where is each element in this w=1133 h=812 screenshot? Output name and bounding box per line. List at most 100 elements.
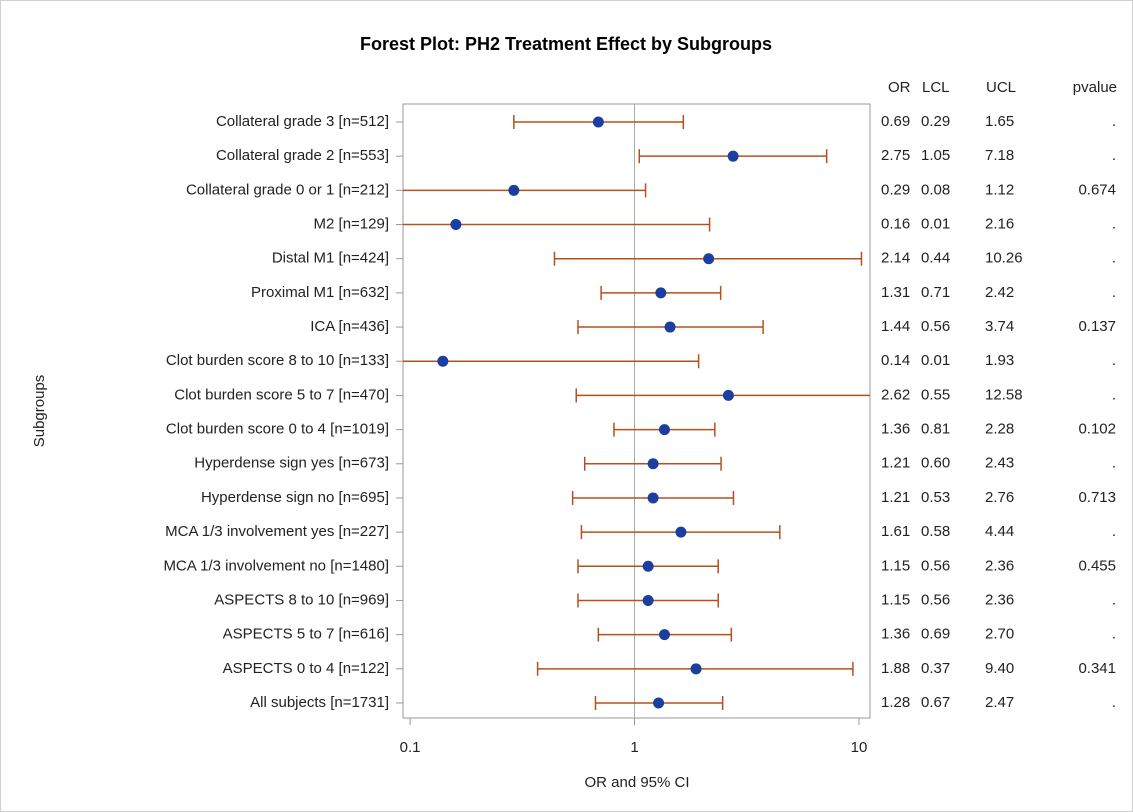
estimate-marker bbox=[437, 355, 449, 367]
y-tick-label: Collateral grade 3 [n=512] bbox=[216, 113, 389, 130]
estimate-marker bbox=[690, 663, 702, 675]
y-axis-label: Subgroups bbox=[31, 375, 48, 448]
table-cell: 1.05 bbox=[921, 147, 950, 164]
pvalue-cell: . bbox=[1112, 386, 1116, 403]
table-cell: 1.28 bbox=[881, 694, 910, 711]
table-cell: 2.70 bbox=[985, 626, 1014, 643]
table-cell: 0.60 bbox=[921, 455, 950, 472]
table-cell: 2.47 bbox=[985, 694, 1014, 711]
pvalue-cell: . bbox=[1112, 626, 1116, 643]
y-tick-label: Clot burden score 0 to 4 [n=1019] bbox=[166, 421, 389, 438]
table-cell: 0.01 bbox=[921, 352, 950, 369]
table-cell: 1.21 bbox=[881, 455, 910, 472]
table-cell: 2.43 bbox=[985, 455, 1014, 472]
y-tick-label: All subjects [n=1731] bbox=[250, 694, 389, 711]
table-cell: 0.14 bbox=[881, 352, 910, 369]
column-header: UCL bbox=[986, 79, 1016, 96]
x-axis-label: OR and 95% CI bbox=[584, 774, 689, 791]
estimate-marker bbox=[727, 150, 739, 162]
x-tick-label: 1 bbox=[630, 739, 638, 756]
estimate-marker bbox=[675, 526, 687, 538]
pvalue-cell: 0.674 bbox=[1078, 181, 1116, 198]
table-cell: 1.21 bbox=[881, 489, 910, 506]
y-tick-label: Clot burden score 5 to 7 [n=470] bbox=[174, 386, 389, 403]
column-header: OR bbox=[888, 79, 911, 96]
table-cell: 0.58 bbox=[921, 523, 950, 540]
pvalue-cell: . bbox=[1112, 694, 1116, 711]
table-cell: 2.42 bbox=[985, 284, 1014, 301]
pvalue-cell: 0.137 bbox=[1078, 318, 1116, 335]
pvalue-cell: . bbox=[1112, 215, 1116, 232]
estimate-marker bbox=[508, 184, 520, 196]
y-tick-label: M2 [n=129] bbox=[314, 215, 389, 232]
estimate-marker bbox=[647, 492, 659, 504]
table-cell: 9.40 bbox=[985, 660, 1014, 677]
pvalue-cell: . bbox=[1112, 352, 1116, 369]
table-cell: 0.44 bbox=[921, 250, 950, 267]
x-tick-label: 10 bbox=[851, 739, 868, 756]
y-tick-label: Collateral grade 0 or 1 [n=212] bbox=[186, 181, 389, 198]
table-cell: 2.75 bbox=[881, 147, 910, 164]
table-cell: 1.31 bbox=[881, 284, 910, 301]
column-header: pvalue bbox=[1073, 79, 1117, 96]
y-tick-label: Hyperdense sign no [n=695] bbox=[201, 489, 389, 506]
estimate-marker bbox=[642, 560, 654, 572]
pvalue-cell: . bbox=[1112, 250, 1116, 267]
estimate-marker bbox=[658, 424, 670, 436]
table-cell: 0.67 bbox=[921, 694, 950, 711]
table-cell: 12.58 bbox=[985, 386, 1023, 403]
table-cell: 2.16 bbox=[985, 215, 1014, 232]
pvalue-cell: 0.455 bbox=[1078, 557, 1116, 574]
table-cell: 4.44 bbox=[985, 523, 1014, 540]
table-cell: 0.71 bbox=[921, 284, 950, 301]
table-cell: 2.36 bbox=[985, 557, 1014, 574]
y-tick-label: Collateral grade 2 [n=553] bbox=[216, 147, 389, 164]
x-tick-label: 0.1 bbox=[400, 739, 421, 756]
table-cell: 2.36 bbox=[985, 591, 1014, 608]
estimate-marker bbox=[653, 697, 665, 709]
table-cell: 0.01 bbox=[921, 215, 950, 232]
table-cell: 0.69 bbox=[921, 626, 950, 643]
pvalue-cell: . bbox=[1112, 523, 1116, 540]
table-cell: 2.62 bbox=[881, 386, 910, 403]
table-cell: 1.61 bbox=[881, 523, 910, 540]
table-cell: 1.12 bbox=[985, 181, 1014, 198]
pvalue-cell: 0.713 bbox=[1078, 489, 1116, 506]
y-tick-label: Hyperdense sign yes [n=673] bbox=[194, 455, 389, 472]
table-cell: 0.16 bbox=[881, 215, 910, 232]
pvalue-cell: . bbox=[1112, 147, 1116, 164]
table-cell: 0.29 bbox=[921, 113, 950, 130]
table-cell: 1.44 bbox=[881, 318, 910, 335]
estimate-marker bbox=[450, 219, 462, 231]
pvalue-cell: . bbox=[1112, 113, 1116, 130]
y-tick-label: Distal M1 [n=424] bbox=[272, 250, 389, 267]
table-cell: 0.69 bbox=[881, 113, 910, 130]
table-cell: 0.29 bbox=[881, 181, 910, 198]
estimate-marker bbox=[642, 594, 654, 606]
pvalue-cell: 0.341 bbox=[1078, 660, 1116, 677]
table-cell: 2.76 bbox=[985, 489, 1014, 506]
estimate-marker bbox=[658, 629, 670, 641]
pvalue-cell: . bbox=[1112, 284, 1116, 301]
table-cell: 0.37 bbox=[921, 660, 950, 677]
table-cell: 0.53 bbox=[921, 489, 950, 506]
table-cell: 2.28 bbox=[985, 421, 1014, 438]
plot-frame bbox=[402, 103, 871, 719]
table-cell: 7.18 bbox=[985, 147, 1014, 164]
table-cell: 1.36 bbox=[881, 421, 910, 438]
pvalue-cell: . bbox=[1112, 591, 1116, 608]
table-cell: 0.56 bbox=[921, 318, 950, 335]
table-cell: 1.93 bbox=[985, 352, 1014, 369]
table-cell: 1.65 bbox=[985, 113, 1014, 130]
plot-area bbox=[403, 104, 870, 718]
y-tick-label: MCA 1/3 involvement no [n=1480] bbox=[163, 557, 389, 574]
estimate-marker bbox=[664, 321, 676, 333]
table-cell: 0.56 bbox=[921, 557, 950, 574]
table-cell: 0.55 bbox=[921, 386, 950, 403]
column-header: LCL bbox=[922, 79, 950, 96]
table-cell: 1.36 bbox=[881, 626, 910, 643]
estimate-marker bbox=[655, 287, 667, 299]
y-tick-label: ASPECTS 8 to 10 [n=969] bbox=[214, 591, 389, 608]
